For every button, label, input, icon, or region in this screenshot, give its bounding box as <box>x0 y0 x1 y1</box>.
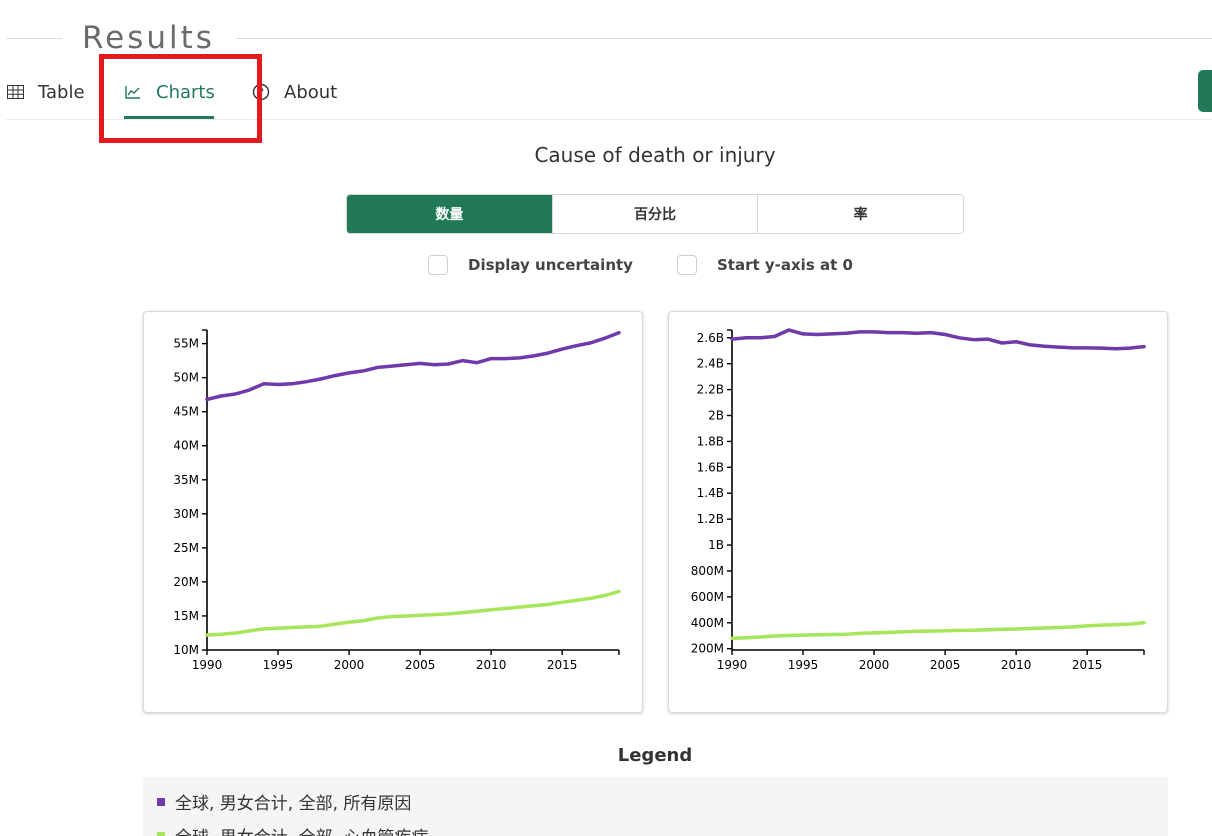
legend-item-label: 全球, 男女合计, 全部, 心血管疾病 <box>175 823 428 836</box>
y-tick-label: 2.6B <box>697 331 724 345</box>
y-tick-label: 25M <box>173 541 199 555</box>
line-chart-icon <box>124 83 142 101</box>
y-tick-label: 45M <box>173 405 199 419</box>
series-line-all-causes <box>730 328 1146 351</box>
header-rule-left <box>6 38 62 39</box>
x-tick-label: 2010 <box>476 658 507 672</box>
chart-card-deaths: 10M 15M 20M 25M 30M 35M 40M 45M 50M 55M 1990 1995 20… <box>143 311 643 713</box>
y-tick-label: 400M <box>691 616 724 630</box>
legend-swatch-green <box>157 831 165 836</box>
y-tick-label: 15M <box>173 609 199 623</box>
y-tick-label: 600M <box>691 590 724 604</box>
x-tick-label: 1995 <box>788 658 819 672</box>
y-tick-label: 55M <box>173 337 199 351</box>
active-tab-indicator <box>124 116 214 119</box>
series-line-cardiovascular <box>730 621 1146 641</box>
y-tick-label: 35M <box>173 473 199 487</box>
x-tick-label: 1995 <box>263 658 294 672</box>
y-tick-label: 20M <box>173 575 199 589</box>
x-tick-label: 1990 <box>717 658 748 672</box>
x-tick-label: 2015 <box>547 658 578 672</box>
start-y-axis-zero-checkbox[interactable] <box>677 255 697 275</box>
start-y-axis-zero-label: Start y-axis at 0 <box>717 256 853 274</box>
x-tick-label: 2005 <box>930 658 961 672</box>
start-y-axis-zero-option[interactable]: Start y-axis at 0 <box>677 255 853 275</box>
y-tick-label: 1.2B <box>697 512 724 526</box>
x-tick-label: 1990 <box>192 658 223 672</box>
metric-option-count[interactable]: 数量 <box>347 195 552 233</box>
series-line-all-causes <box>205 330 621 402</box>
y-tick-label: 1B <box>708 538 724 552</box>
chart-deaths-svg: 10M 15M 20M 25M 30M 35M 40M 45M 50M 55M 1990 1995 20… <box>173 329 621 672</box>
legend-item-cardiovascular: 全球, 男女合计, 全部, 心血管疾病 <box>157 823 428 836</box>
x-tick-label: 2015 <box>1072 658 1103 672</box>
y-tick-label: 50M <box>173 371 199 385</box>
tab-table[interactable]: Table <box>6 78 85 106</box>
display-uncertainty-label: Display uncertainty <box>468 256 633 274</box>
y-tick-label: 1.6B <box>697 460 724 474</box>
legend-box: 全球, 男女合计, 全部, 所有原因 全球, 男女合计, 全部, 心血管疾病 <box>143 777 1168 836</box>
tab-table-label: Table <box>38 81 85 103</box>
legend-swatch-purple <box>157 797 165 806</box>
y-tick-label: 1.4B <box>697 486 724 500</box>
highlight-annotation-box <box>99 54 262 143</box>
tab-charts-label: Charts <box>156 81 215 103</box>
display-uncertainty-checkbox[interactable] <box>428 255 448 275</box>
legend-item-all-causes: 全球, 男女合计, 全部, 所有原因 <box>157 789 411 814</box>
x-tick-label: 2000 <box>334 658 365 672</box>
chart-card-dalys: 200M 400M 600M 800M 1B 1.2B 1.4B 1.6B 1.8B 2B 2.2B… <box>668 311 1168 713</box>
tab-charts[interactable]: Charts <box>124 78 215 106</box>
legend-item-label: 全球, 男女合计, 全部, 所有原因 <box>175 794 412 814</box>
corner-action-button[interactable] <box>1198 70 1212 112</box>
tab-about-label: About <box>284 81 338 103</box>
tab-about[interactable]: ? About <box>252 78 337 106</box>
header-rule-right <box>236 38 1212 39</box>
metric-option-percent[interactable]: 百分比 <box>551 195 758 233</box>
legend-title: Legend <box>617 745 693 766</box>
y-tick-label: 30M <box>173 507 199 521</box>
metric-option-rate[interactable]: 率 <box>757 195 963 233</box>
x-tick-label: 2005 <box>405 658 436 672</box>
chart-dalys-svg: 200M 400M 600M 800M 1B 1.2B 1.4B 1.6B 1.8B 2B 2.2B… <box>691 328 1146 672</box>
y-tick-label: 2.2B <box>697 383 724 397</box>
y-tick-label: 2.4B <box>697 357 724 371</box>
section-title: Cause of death or injury <box>534 143 776 167</box>
tabs-divider <box>6 119 1212 120</box>
series-line-cardiovascular <box>205 589 621 637</box>
y-tick-label: 1.8B <box>697 434 724 448</box>
table-grid-icon <box>6 83 24 101</box>
y-tick-label: 2B <box>708 409 724 423</box>
y-tick-label: 40M <box>173 439 199 453</box>
display-uncertainty-option[interactable]: Display uncertainty <box>428 255 633 275</box>
metric-toggle: 数量 百分比 率 <box>346 194 964 234</box>
page-title: Results <box>82 20 215 56</box>
y-tick-label: 800M <box>691 564 724 578</box>
x-tick-label: 2010 <box>1001 658 1032 672</box>
y-tick-label: 200M <box>691 642 724 656</box>
x-tick-label: 2000 <box>859 658 890 672</box>
y-tick-label: 10M <box>173 643 199 657</box>
